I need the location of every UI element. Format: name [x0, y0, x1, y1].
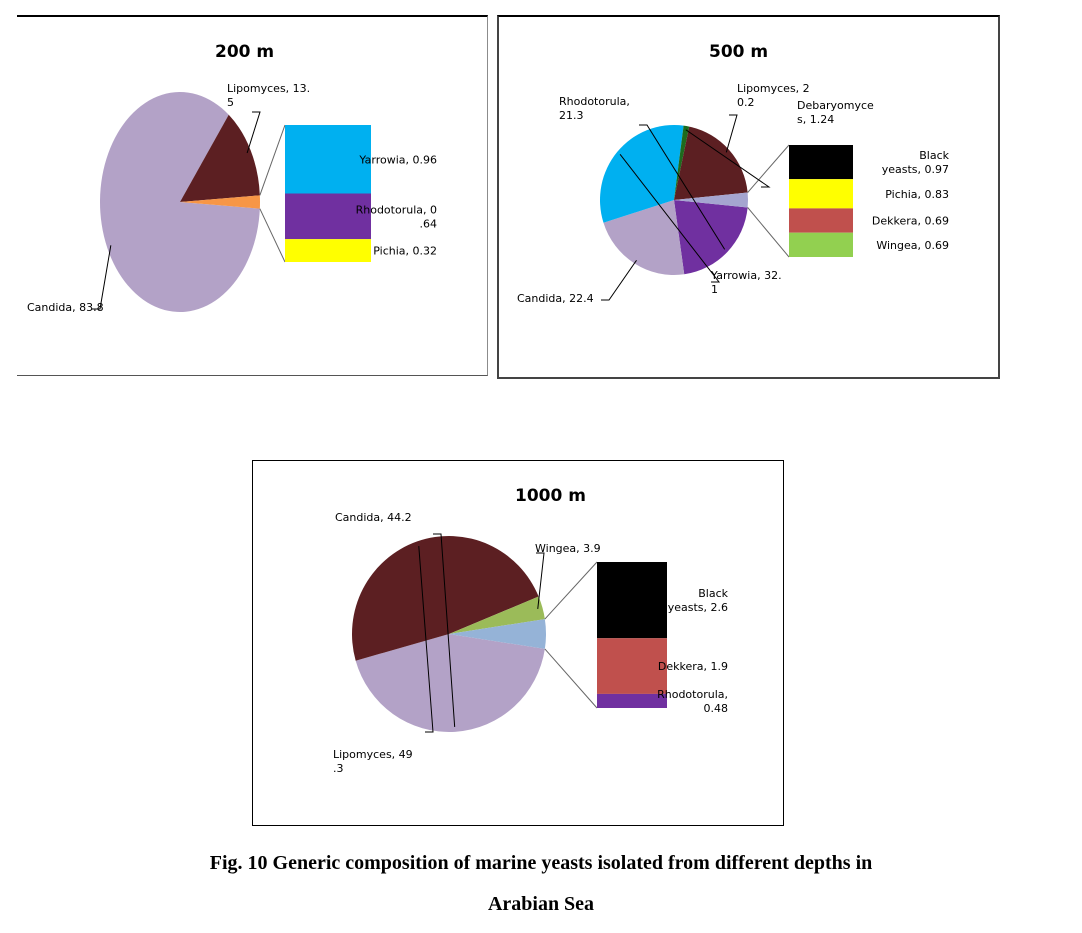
slice-label-lipomyces-1000-m: Lipomyces, 49.3	[333, 748, 413, 775]
stack-bar-wingea-500-m	[789, 232, 853, 257]
stack-bar-rhodotorula-200-m	[285, 193, 371, 240]
stack-label-rhodotorula-200-m: Rhodotorula, 0.64	[356, 203, 437, 230]
pie-slice-lipomyces-500-m	[674, 126, 748, 200]
pie-chart-200m: 200 m Yarrowia, 0.96 Rhodotorula, 0.64 Pich…	[17, 15, 488, 376]
stack-label-black-500-m: Black yeasts, 0.97	[882, 149, 950, 176]
stack-label-dekkera-500-m: Dekkera, 0.69	[872, 215, 949, 228]
connector-line-bottom-200-m	[259, 208, 286, 263]
leader-line-candida-200-m	[92, 245, 112, 310]
slice-label-yarrowia-500-m: Yarrowia, 32. 1	[710, 269, 782, 296]
pie-svg-1000m: 1000 m Black yeasts, 2.6 Dekkera, 1.9 Rhodot…	[333, 486, 729, 775]
leader-line-rhodotorula-500-m	[639, 124, 726, 250]
stack-label-dekkera-1000-m: Dekkera, 1.9	[658, 660, 728, 673]
pie-slice-debaryomyce-500-m	[674, 125, 690, 200]
slice-label-lipomyces-500-m: Lipomyces, 2 0.2	[737, 82, 810, 109]
stack-label-wingea-500-m: Wingea, 0.69	[876, 239, 949, 252]
slice-label-candida-500-m: Candida, 22.4	[517, 292, 594, 305]
figure-caption-line2: Arabian Sea	[487, 893, 595, 915]
pie-slice-rhodotorula-500-m	[674, 200, 748, 275]
pie-slice-candida-500-m	[603, 200, 685, 276]
pie-chart-1000m: 1000 m Black yeasts, 2.6 Dekkera, 1.9 Rhodot…	[252, 460, 784, 826]
figure-caption-line1: Fig. 10 Generic composition of marine ye…	[209, 852, 873, 874]
slice-label-candida-200-m: Candida, 83.8	[27, 301, 104, 314]
leader-line-wingea-1000-m	[536, 552, 545, 609]
stack-label-yarrowia-200-m: Yarrowia, 0.96	[358, 153, 437, 166]
pie-svg-500m: 500 m Black yeasts, 0.97 Pichia, 0.83 Dekker…	[517, 42, 950, 305]
slice-label-rhodotorula-500-m: Rhodotorula, 21.3	[559, 95, 630, 122]
pie-slice-lipomyces-200-m	[180, 114, 260, 202]
chart-title-1000-m: 1000 m	[515, 486, 586, 506]
leader-line-candida-500-m	[601, 259, 637, 301]
leader-line-lipomyces-500-m	[725, 114, 738, 153]
slice-label-lipomyces-200-m: Lipomyces, 13. 5	[227, 82, 310, 109]
connector-line-top-1000-m	[544, 561, 598, 620]
leader-line-candida-1000-m	[433, 533, 456, 727]
stack-bar-black-1000-m	[597, 562, 667, 639]
stack-bar-pichia-200-m	[285, 239, 371, 262]
stack-label-pichia-200-m: Pichia, 0.32	[373, 245, 437, 258]
pie-slice-wingea-1000-m	[449, 596, 545, 634]
pie-svg-200m: 200 m Yarrowia, 0.96 Rhodotorula, 0.64 Pich…	[27, 42, 437, 314]
stack-bar-yarrowia-200-m	[285, 125, 371, 194]
stack-label-black-1000-m: Black yeasts, 2.6	[668, 587, 729, 614]
pie-slice-other-200-m	[180, 195, 260, 209]
pie-chart-500m: 500 m Black yeasts, 0.97 Pichia, 0.83 Dekker…	[497, 15, 1000, 379]
connector-line-bottom-500-m	[747, 207, 790, 258]
stack-bar-rhodotorula-1000-m	[597, 693, 667, 708]
chart-title-500-m: 500 m	[709, 42, 768, 62]
stack-bar-dekkera-1000-m	[597, 638, 667, 694]
stack-bar-pichia-500-m	[789, 179, 853, 209]
leader-line-debaryomyce-500-m	[685, 129, 771, 188]
stack-label-rhodotorula-1000-m: Rhodotorula, 0.48	[657, 688, 728, 715]
stack-label-pichia-500-m: Pichia, 0.83	[885, 188, 949, 201]
chart-title-200-m: 200 m	[215, 42, 274, 62]
slice-label-wingea-1000-m: Wingea, 3.9	[535, 542, 601, 555]
leader-line-lipomyces-1000-m	[418, 546, 434, 733]
slice-label-candida-1000-m: Candida, 44.2	[335, 511, 412, 524]
stack-bar-black-500-m	[789, 145, 853, 180]
slice-label-debaryomyce-500-m: Debaryomyce s, 1.24	[797, 99, 874, 126]
pie-slice-candida-200-m	[100, 92, 260, 312]
connector-line-top-200-m	[259, 124, 286, 196]
pie-slice-candida-1000-m	[355, 634, 545, 732]
leader-line-yarrowia-500-m	[619, 153, 721, 283]
pie-slice-other-1000-m	[449, 619, 546, 649]
pie-slice-other-500-m	[674, 192, 748, 208]
leader-line-lipomyces-200-m	[246, 111, 261, 154]
connector-line-top-500-m	[747, 144, 790, 193]
connector-line-bottom-1000-m	[544, 648, 598, 709]
stack-bar-dekkera-500-m	[789, 208, 853, 233]
